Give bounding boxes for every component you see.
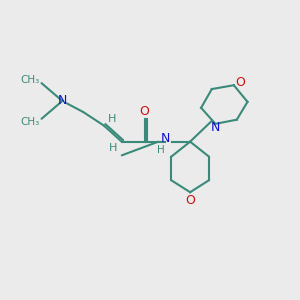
Text: O: O	[140, 105, 150, 118]
Text: CH₃: CH₃	[21, 117, 40, 128]
Text: O: O	[236, 76, 245, 89]
Text: N: N	[58, 94, 67, 107]
Text: H: H	[158, 145, 165, 155]
Text: H: H	[109, 143, 117, 153]
Text: H: H	[108, 114, 116, 124]
Text: N: N	[161, 132, 170, 145]
Text: N: N	[211, 121, 220, 134]
Text: O: O	[185, 194, 195, 207]
Text: CH₃: CH₃	[21, 75, 40, 85]
